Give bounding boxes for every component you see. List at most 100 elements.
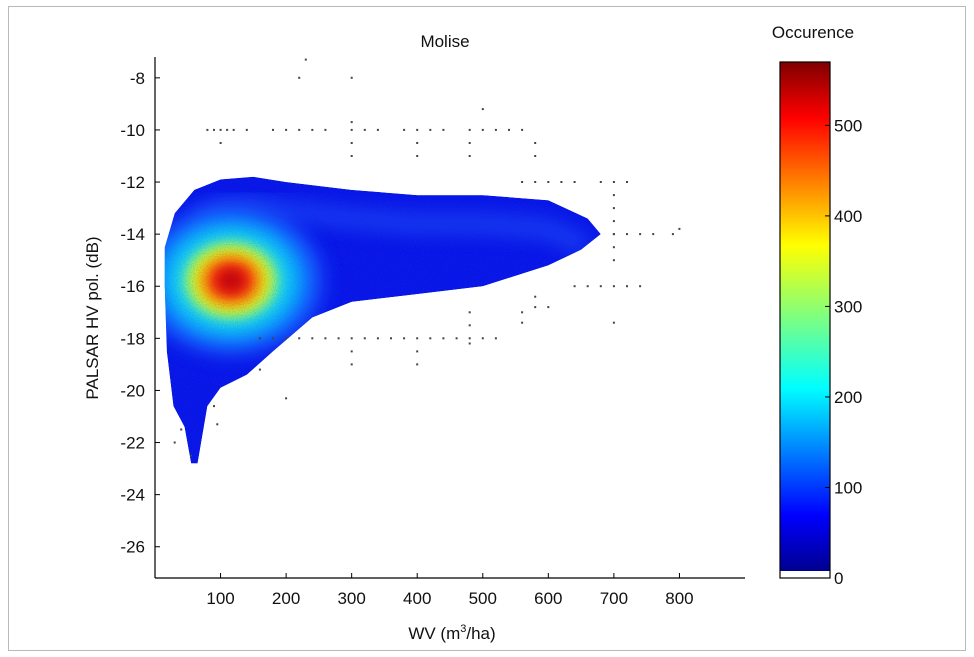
y-tick-label: -26 [120,538,145,557]
outlier-point [678,227,681,230]
colorbar-title: Occurence [772,23,854,42]
outlier-point [612,233,615,236]
outlier-point [416,337,419,340]
y-tick-label: -10 [120,121,145,140]
y-tick-label: -24 [120,486,145,505]
outlier-point [671,233,674,236]
outlier-point [298,337,301,340]
y-axis-ticks: -8 -10 -12 -14 -16 -18 -20 -22 -24 -26 [120,69,160,557]
outlier-point [298,128,301,131]
outlier-point [639,233,642,236]
outlier-point [363,337,366,340]
chart-title: Molise [420,32,469,51]
colorbar-outline [779,61,831,579]
colorbar-zero-bin [780,571,830,578]
outlier-point [521,311,524,314]
outlier-point [311,128,314,131]
outlier-point [534,142,537,144]
outlier-point [626,181,628,183]
y-axis-label: PALSAR HV pol. (dB) [83,236,102,399]
outlier-point [216,423,219,426]
outlier-point [429,128,432,131]
outlier-point [468,324,471,327]
outlier-point [612,181,615,183]
x-axis-ticks: 100 200 300 400 500 600 700 800 [206,573,694,608]
outlier-point [429,337,432,340]
outlier-point [547,181,550,183]
outlier-point [521,181,524,183]
outlier-point [390,337,392,340]
outlier-point [350,128,353,131]
outlier-point [573,181,576,183]
outlier-point [468,128,471,131]
x-tick-label: 300 [337,589,365,608]
y-tick-label: -16 [120,277,145,296]
outlier-point [468,155,471,157]
outlier-point [350,142,353,144]
outlier-point [599,181,602,183]
outlier-point [612,259,615,262]
outlier-point [612,246,615,249]
colorbar-tick-label: 500 [834,116,862,135]
outlier-point [612,207,615,210]
outlier-point [376,128,379,131]
outlier-point [652,233,655,236]
outlier-point [468,342,471,345]
outlier-point [258,368,261,371]
figure-border [8,6,966,651]
plot-area [164,58,681,464]
y-tick-label: -18 [120,329,145,348]
outlier-point [350,363,353,366]
outlier-point [363,128,366,131]
y-tick-label: -12 [120,173,145,192]
x-tick-label: 500 [469,589,497,608]
outlier-point [416,142,419,144]
colorbar-gradient [780,62,830,571]
outlier-point [219,142,222,144]
outlier-point [586,285,589,288]
outlier-point [206,128,209,131]
y-tick-label: -22 [120,434,145,453]
outlier-point [337,337,340,340]
outlier-point [560,181,563,183]
outlier-point [298,76,301,79]
outlier-point [416,128,419,131]
colorbar-tick-label: 200 [834,388,862,407]
colorbar-tick-label: 100 [834,478,862,497]
outlier-point [324,128,327,131]
colorbar-ticks: 0 100 200 300 400 500 [825,116,862,588]
y-tick-label: -8 [130,69,145,88]
outlier-point [599,285,602,288]
outlier-point [521,321,524,324]
outlier-point [285,397,288,400]
outlier-point [573,285,576,288]
outlier-point [547,306,550,309]
outlier-point [521,128,524,131]
outlier-point [350,155,353,157]
outlier-point [219,128,222,131]
outlier-point [534,306,537,309]
outlier-point [272,337,274,340]
outlier-point [213,405,215,408]
outlier-point [403,337,406,340]
outlier-point [626,285,628,288]
outlier-point [173,441,176,444]
outlier-point [639,285,642,288]
outlier-point [226,128,229,131]
outlier-point [534,181,537,183]
density-fill [164,176,601,464]
x-tick-label: 400 [403,589,431,608]
outlier-point [180,428,183,431]
outlier-point [494,337,497,340]
colorbar: 0 100 200 300 400 500 [779,61,862,588]
outlier-point [285,128,288,131]
colorbar-tick-label: 400 [834,207,862,226]
density-cloud [164,176,601,464]
y-tick-label: -14 [120,225,145,244]
outlier-point [481,337,484,340]
density-speckle [164,176,601,464]
outlier-point [350,76,353,79]
outlier-point [626,233,628,236]
outlier-point [285,337,288,340]
